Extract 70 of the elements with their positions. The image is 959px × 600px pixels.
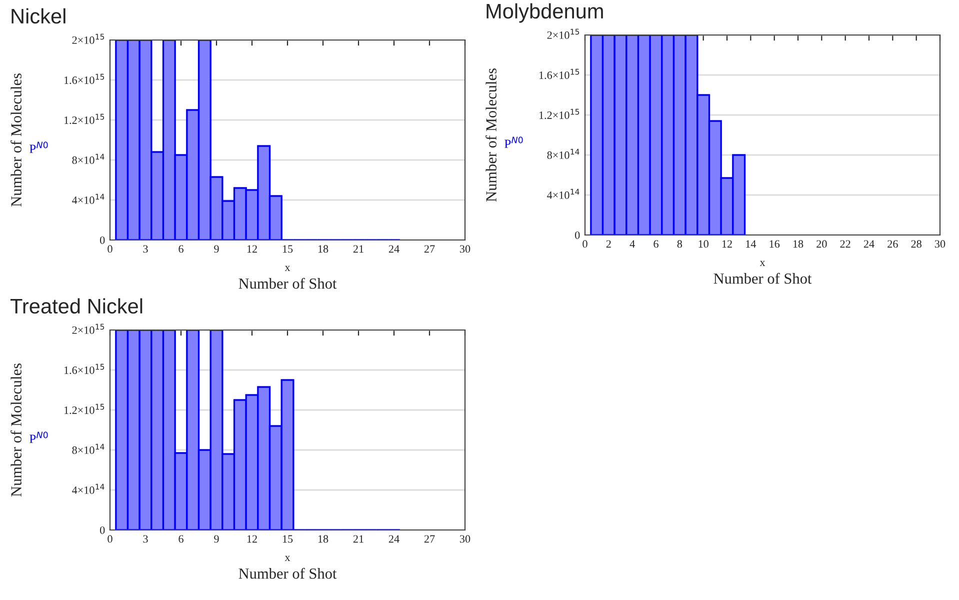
y-tick-label: 8×10$^{14}$ bbox=[547, 148, 580, 159]
y-tick-label: 4×10$^{14}$ bbox=[72, 484, 104, 494]
y-axis-title: Number of Molecules bbox=[10, 364, 22, 497]
y-tick-label: 4×10$^{14}$ bbox=[72, 194, 104, 204]
x-tick-label: 28 bbox=[911, 240, 922, 248]
text: Number of Shot bbox=[238, 568, 337, 579]
x-tick-label: 9 bbox=[214, 535, 219, 543]
x-tick-label: 24 bbox=[864, 240, 874, 248]
x-axis-title: x bbox=[284, 266, 290, 271]
x-tick-label: 6 bbox=[654, 240, 658, 248]
x-tick-label: 14 bbox=[746, 240, 756, 248]
x-tick-label: 0 bbox=[582, 240, 588, 248]
x-tick-label: 21 bbox=[353, 535, 364, 543]
x-tick-label: 12 bbox=[247, 535, 257, 543]
x-tick-label: 6 bbox=[178, 535, 184, 543]
x-tick-label: 27 bbox=[424, 535, 435, 543]
x-tick-label: 18 bbox=[318, 535, 328, 543]
y-tick-label: 1.6×10$^{15}$ bbox=[64, 364, 104, 374]
x-tick-label: 18 bbox=[793, 240, 804, 248]
x-tick-label: 30 bbox=[460, 245, 470, 253]
x-tick-label: 3 bbox=[143, 535, 148, 543]
x-tick-label: 18 bbox=[318, 245, 328, 253]
x-tick-label: 9 bbox=[214, 245, 219, 253]
x-tick-label: 30 bbox=[460, 535, 470, 543]
y-axis-title: Number of Molecules bbox=[10, 74, 22, 207]
x-tick-label: 3 bbox=[143, 245, 148, 253]
y-tick-label: 1.2×10$^{15}$ bbox=[64, 404, 104, 414]
x-tick-label: 0 bbox=[108, 245, 112, 253]
y-tick-label: 8×10$^{14}$ bbox=[72, 444, 104, 454]
y-tick-label: 1.6×10$^{15}$ bbox=[64, 74, 104, 84]
y-tick-label: 4×10$^{14}$ bbox=[547, 188, 580, 199]
x-tick-label: 26 bbox=[888, 240, 898, 248]
x-axis-title: x bbox=[284, 556, 290, 561]
y-tick-label: 1.2×10$^{15}$ bbox=[64, 114, 104, 124]
x-tick-label: 24 bbox=[388, 245, 400, 253]
y-tick-label: 0 bbox=[575, 231, 580, 239]
text: Number of Shot bbox=[714, 272, 812, 284]
y-tick-label: 8×10$^{14}$ bbox=[72, 154, 104, 164]
x-tick-label: 2 bbox=[606, 240, 611, 248]
x-tick-label: 12 bbox=[247, 245, 257, 253]
x-tick-label: 15 bbox=[282, 245, 293, 253]
x-tick-label: 10 bbox=[698, 240, 708, 248]
x-tick-label: 15 bbox=[282, 535, 293, 543]
chart-title: Nickel bbox=[12, 8, 66, 24]
y-tick-label: 2×10$^{15}$ bbox=[72, 324, 104, 334]
y-tick-label: 2×10$^{15}$ bbox=[72, 34, 104, 44]
y-axis-title: Number of Molecules bbox=[486, 68, 496, 202]
x-tick-label: 27 bbox=[424, 245, 435, 253]
x-tick-label: 8 bbox=[677, 240, 682, 248]
x-tick-label: 30 bbox=[934, 240, 946, 248]
text: Number of Shot bbox=[238, 278, 337, 289]
y-tick-label: 1.2×10$^{15}$ bbox=[539, 108, 580, 120]
x-tick-label: 4 bbox=[630, 240, 635, 248]
x-tick-label: 16 bbox=[770, 240, 780, 248]
x-tick-label: 0 bbox=[108, 535, 112, 543]
x-tick-label: 24 bbox=[388, 535, 400, 543]
x-axis-title: x bbox=[760, 260, 766, 266]
x-tick-label: 12 bbox=[722, 240, 732, 248]
text: P$^{N0}$ bbox=[30, 142, 48, 153]
chart-title: Molybdenum bbox=[486, 3, 603, 23]
x-tick-label: 6 bbox=[178, 245, 184, 253]
x-tick-label: 20 bbox=[816, 240, 827, 248]
text: P$^{N0}$ bbox=[30, 432, 48, 443]
y-tick-label: 0 bbox=[100, 526, 105, 534]
x-tick-label: 22 bbox=[840, 240, 850, 248]
text: P$^{N0}$ bbox=[504, 136, 523, 148]
x-tick-label: 21 bbox=[353, 245, 364, 253]
y-tick-label: 2×10$^{15}$ bbox=[547, 28, 580, 39]
y-tick-label: 1.6×10$^{15}$ bbox=[539, 68, 580, 80]
chart-title: Treated Nickel bbox=[10, 298, 142, 314]
